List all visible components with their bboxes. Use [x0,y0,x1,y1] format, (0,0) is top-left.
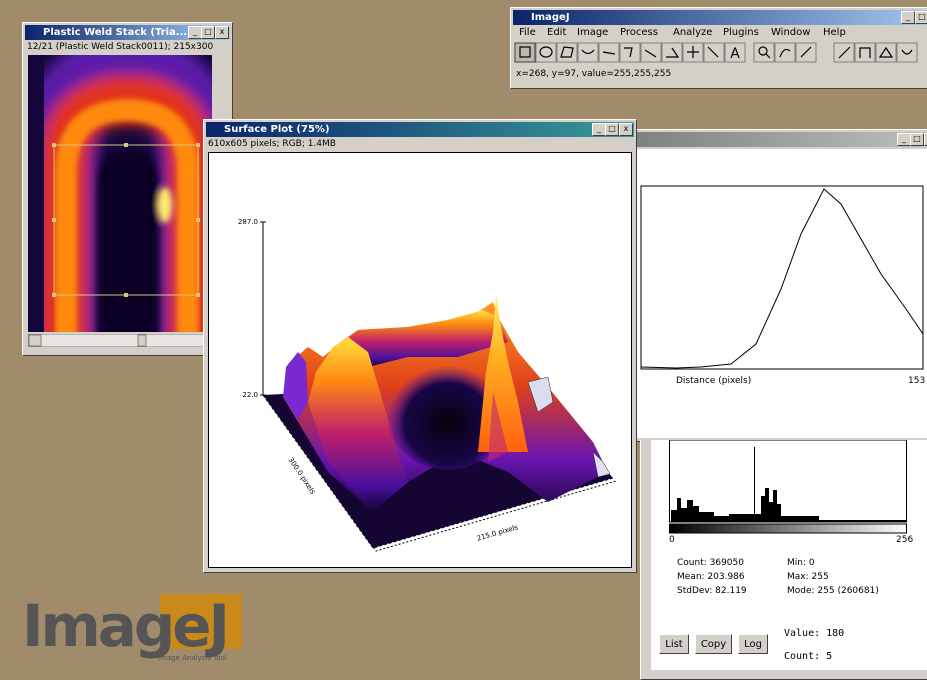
x-max-label: 256 [896,535,913,545]
main-window: ImageJ _ □ File Edit Image Process Analyze Pl… [510,7,927,89]
maximize-button[interactable]: □ [605,123,619,136]
scrollbar[interactable] [28,334,212,347]
surface-plot: 287.0 22.0 300.0 pixels 215.0 pixels [208,152,632,568]
profile-window: _ □ x Distance (pixels) 153 [632,129,927,442]
stat-line: StdDev: 82.119 [677,586,747,600]
desktop: Plastic Weld Stack (Tria... _ □ x 12/21 … [0,0,927,675]
menu-item[interactable]: Help [823,27,846,38]
window-title: Plastic Weld Stack (Tria... [43,27,187,38]
title-bar: _ □ x [635,132,927,147]
menu-item[interactable]: Window [771,27,810,38]
title-bar: ImageJ _ □ [513,10,927,25]
x-min-label: 0 [669,535,675,545]
menu-item[interactable]: File [519,27,536,38]
minimize-button[interactable]: _ [897,133,911,146]
window-title: Surface Plot (75%) [224,124,330,135]
text-tool[interactable]: A [730,46,740,62]
menu-item[interactable]: Plugins [723,27,759,38]
surface-window: Surface Plot (75%) _ □ x 610x605 pixels;… [203,119,637,573]
status-bar: x=268, y=97, value=255,255,255 [516,69,671,79]
maximize-button[interactable]: □ [910,133,924,146]
close-button[interactable]: x [619,123,633,136]
minimize-button[interactable]: _ [188,26,202,39]
profile-plot [636,149,927,440]
minimize-button[interactable]: _ [901,11,915,24]
stat-line: Mean: 203.986 [677,572,747,586]
x-axis-max: 153 [908,376,925,386]
logo-text: ImageJ [22,592,227,660]
image-info: 12/21 (Plastic Weld Stack0011); 215x300 [27,42,213,52]
stat-line: Min: 0 [787,558,879,572]
logo-tagline: Image Analysis Tool [158,654,227,662]
histogram [669,440,909,535]
stat-line: Max: 255 [787,572,879,586]
stat-line: Mode: 255 (260681) [787,586,879,600]
count-readout: Count: 5 [784,651,832,662]
button[interactable]: Log [738,634,768,654]
image-info: 610x605 pixels; RGB; 1.4MB [208,139,336,149]
menu-item[interactable]: Edit [547,27,566,38]
button[interactable]: Copy [695,634,732,654]
menu-item[interactable]: Analyze [673,27,712,38]
minimize-button[interactable]: _ [592,123,606,136]
close-button[interactable]: x [215,26,229,39]
maximize-button[interactable]: □ [201,26,215,39]
maximize-button[interactable]: □ [915,11,927,24]
plot-area: Distance (pixels) 153 [636,149,927,438]
z-max-label: 287.0 [238,218,258,226]
x-axis-label: Distance (pixels) [676,376,751,386]
window-title: ImageJ [531,12,570,23]
menu-item[interactable]: Image [577,27,608,38]
value-readout: Value: 180 [784,628,844,639]
stack-window: Plastic Weld Stack (Tria... _ □ x 12/21 … [22,22,233,356]
menu-item[interactable]: Process [620,27,658,38]
logo: ImageJ Image Analysis Tool [20,588,250,668]
z-min-label: 22.0 [242,391,258,399]
heatmap-image [28,55,212,332]
button[interactable]: List [659,634,689,654]
title-bar: Surface Plot (75%) _ □ x [206,122,634,137]
toolbar: A [514,42,927,64]
stat-line: Count: 369050 [677,558,747,572]
title-bar: Plastic Weld Stack (Tria... _ □ x [25,25,230,40]
